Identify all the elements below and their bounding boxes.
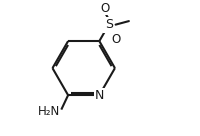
Text: O: O <box>100 2 109 15</box>
Text: N: N <box>95 89 104 102</box>
Text: H₂N: H₂N <box>38 105 60 118</box>
Text: O: O <box>111 33 120 46</box>
Text: S: S <box>105 18 113 31</box>
